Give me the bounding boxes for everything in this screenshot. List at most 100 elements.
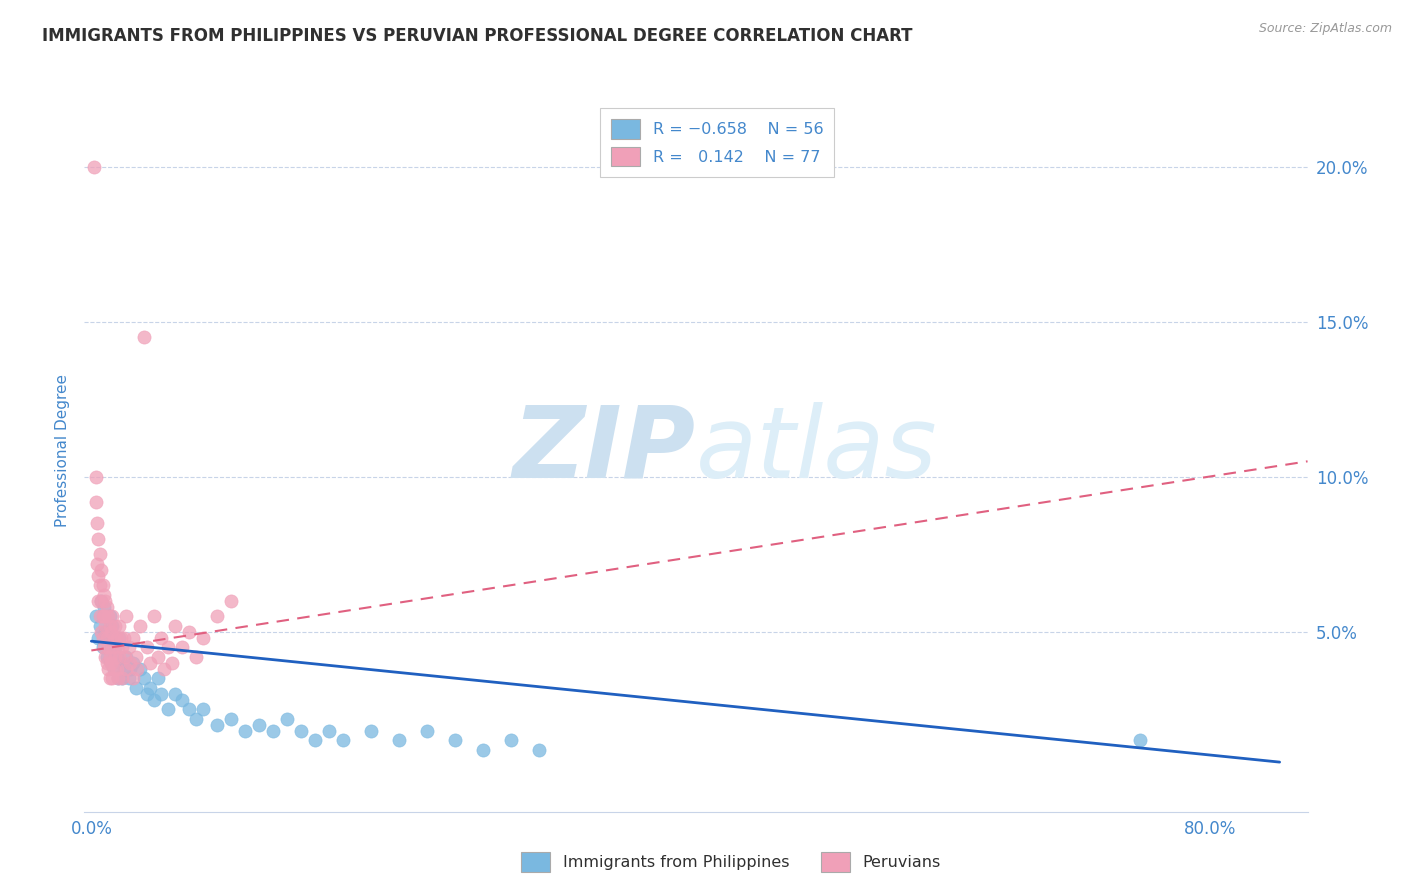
Point: [87, 594, 110, 608]
Point: [90, 563, 112, 577]
Point: [96, 631, 118, 645]
Point: [103, 662, 125, 676]
Point: [89, 547, 111, 561]
Point: [388, 733, 411, 747]
Point: [115, 662, 138, 676]
Point: [179, 624, 201, 639]
Point: [120, 662, 142, 676]
Legend: R = −0.658    N = 56, R =   0.142    N = 77: R = −0.658 N = 56, R = 0.142 N = 77: [600, 108, 835, 178]
Point: [219, 594, 242, 608]
Point: [332, 733, 354, 747]
Point: [110, 656, 132, 670]
Point: [90, 624, 112, 639]
Point: [127, 662, 149, 676]
Point: [186, 649, 208, 664]
Point: [100, 624, 122, 639]
Point: [443, 733, 465, 747]
Point: [108, 618, 131, 632]
Point: [125, 649, 148, 664]
Point: [120, 656, 142, 670]
Point: [87, 532, 110, 546]
Point: [93, 640, 115, 655]
Point: [90, 594, 112, 608]
Point: [416, 724, 439, 739]
Point: [153, 662, 176, 676]
Point: [103, 662, 125, 676]
Point: [107, 640, 129, 655]
Point: [499, 733, 522, 747]
Point: [112, 662, 135, 676]
Point: [165, 618, 187, 632]
Point: [290, 724, 312, 739]
Point: [96, 600, 118, 615]
Point: [101, 618, 124, 632]
Point: [148, 649, 170, 664]
Point: [150, 631, 173, 645]
Point: [96, 656, 118, 670]
Legend: Immigrants from Philippines, Peruvians: Immigrants from Philippines, Peruvians: [513, 844, 949, 880]
Point: [165, 687, 187, 701]
Point: [97, 609, 120, 624]
Point: [172, 693, 194, 707]
Point: [94, 624, 117, 639]
Point: [98, 618, 121, 632]
Point: [91, 609, 114, 624]
Point: [103, 631, 125, 645]
Point: [101, 609, 124, 624]
Point: [87, 631, 110, 645]
Point: [107, 672, 129, 686]
Point: [97, 640, 120, 655]
Point: [96, 649, 118, 664]
Point: [179, 702, 201, 716]
Point: [91, 578, 114, 592]
Point: [112, 631, 135, 645]
Point: [105, 649, 128, 664]
Point: [98, 609, 121, 624]
Point: [90, 594, 112, 608]
Text: IMMIGRANTS FROM PHILIPPINES VS PERUVIAN PROFESSIONAL DEGREE CORRELATION CHART: IMMIGRANTS FROM PHILIPPINES VS PERUVIAN …: [42, 27, 912, 45]
Point: [94, 649, 117, 664]
Point: [134, 672, 156, 686]
Point: [89, 609, 111, 624]
Point: [104, 640, 127, 655]
Point: [276, 712, 298, 726]
Point: [129, 618, 152, 632]
Point: [122, 656, 145, 670]
Point: [101, 672, 124, 686]
Point: [115, 649, 138, 664]
Point: [186, 712, 208, 726]
Point: [93, 609, 115, 624]
Point: [100, 656, 122, 670]
Point: [111, 640, 134, 655]
Point: [136, 687, 159, 701]
Point: [304, 733, 326, 747]
Point: [122, 672, 145, 686]
Point: [157, 702, 180, 716]
Point: [101, 640, 124, 655]
Point: [94, 594, 117, 608]
Point: [107, 672, 129, 686]
Point: [89, 618, 111, 632]
Point: [219, 712, 242, 726]
Text: ZIP: ZIP: [513, 402, 696, 499]
Point: [111, 672, 134, 686]
Point: [318, 724, 340, 739]
Point: [98, 672, 121, 686]
Point: [193, 631, 215, 645]
Point: [111, 672, 134, 686]
Point: [118, 672, 141, 686]
Point: [87, 569, 110, 583]
Point: [193, 702, 215, 716]
Point: [148, 672, 170, 686]
Point: [157, 640, 180, 655]
Point: [143, 693, 166, 707]
Point: [205, 718, 228, 732]
Point: [134, 330, 156, 344]
Y-axis label: Professional Degree: Professional Degree: [55, 374, 70, 527]
Point: [97, 662, 120, 676]
Point: [471, 742, 494, 756]
Point: [104, 649, 127, 664]
Point: [527, 742, 550, 756]
Point: [247, 718, 270, 732]
Text: Source: ZipAtlas.com: Source: ZipAtlas.com: [1258, 22, 1392, 36]
